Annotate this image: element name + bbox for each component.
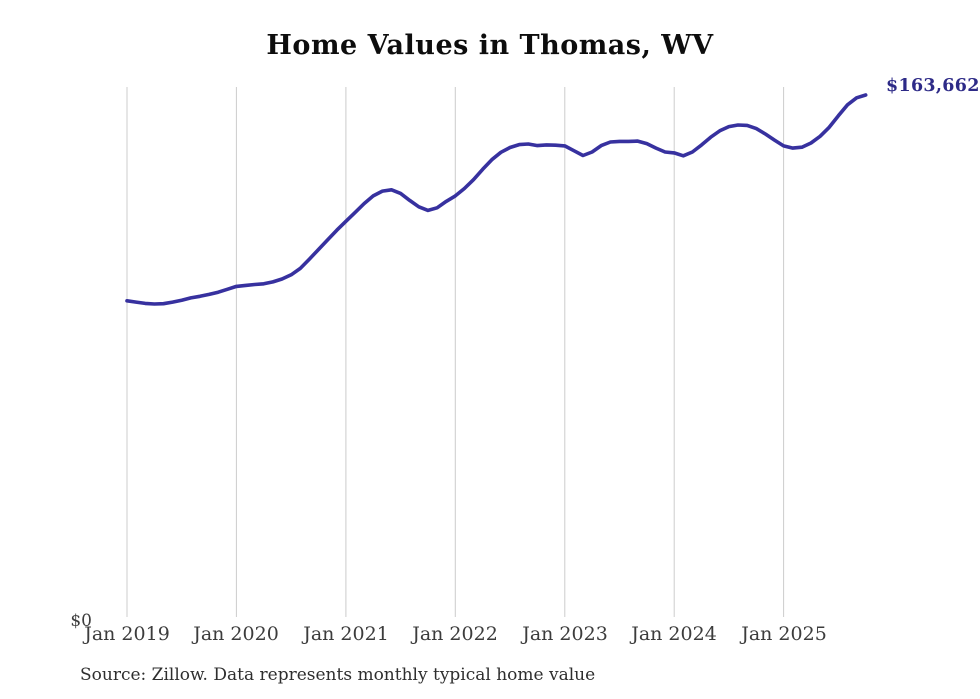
x-tick-label: Jan 2023	[522, 623, 608, 645]
chart-title: Home Values in Thomas, WV	[266, 30, 714, 61]
x-tick-label: Jan 2025	[741, 623, 827, 645]
home-value-line	[125, 93, 868, 306]
x-tick-label: Jan 2024	[631, 623, 717, 645]
end-value-label: $163,662	[886, 76, 980, 96]
x-tick-label: Jan 2022	[412, 623, 498, 645]
year-gridlines	[126, 87, 785, 617]
x-tick-label: Jan 2021	[303, 623, 389, 645]
y-axis-zero-label: $0	[70, 611, 92, 631]
x-tick-label: Jan 2020	[193, 623, 279, 645]
source-note: Source: Zillow. Data represents monthly …	[80, 665, 596, 685]
x-tick-label: Jan 2019	[84, 623, 170, 645]
